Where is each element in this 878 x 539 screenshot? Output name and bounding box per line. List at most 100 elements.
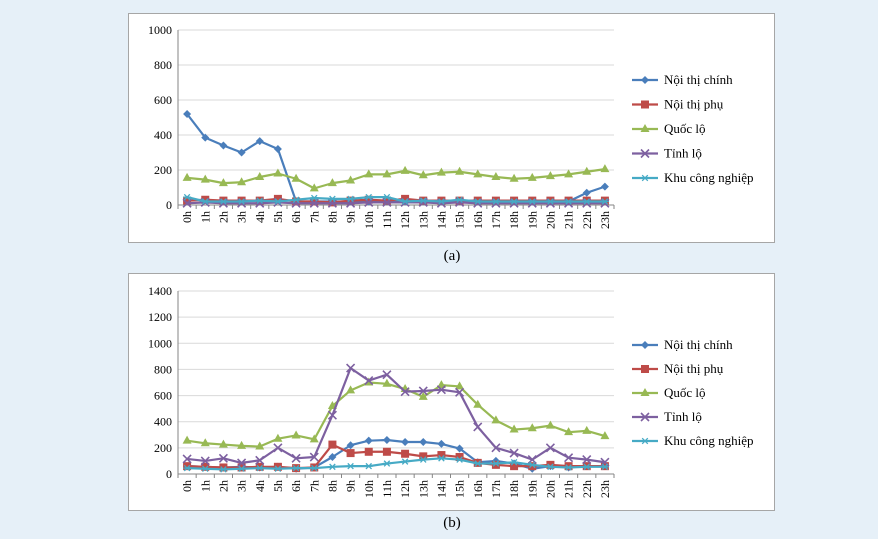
x-tick-label: 18h	[507, 211, 521, 229]
series-quoc-lo	[182, 377, 610, 450]
data-point-quoc-lo	[346, 385, 356, 394]
data-point-quoc-lo	[200, 174, 210, 183]
data-point-noi-thi-phu	[237, 463, 246, 472]
data-point-quoc-lo	[545, 171, 555, 180]
data-point-quoc-lo	[509, 173, 519, 182]
data-point-khu-cong-nghiep	[310, 464, 319, 472]
data-point-khu-cong-nghiep	[582, 198, 591, 205]
legend-marker	[641, 341, 649, 349]
y-tick-label: 0	[166, 198, 172, 212]
data-point-tinh-lo	[364, 375, 374, 386]
data-point-khu-cong-nghiep	[419, 197, 428, 204]
data-point-quoc-lo	[418, 391, 428, 400]
data-point-khu-cong-nghiep	[382, 460, 391, 467]
caption-b: (b)	[443, 515, 461, 531]
data-point-noi-thi-phu	[364, 447, 373, 456]
x-tick-label: 2h	[216, 480, 230, 492]
data-point-noi-thi-phu	[201, 462, 210, 471]
x-tick-label: 4h	[253, 480, 267, 492]
data-point-tinh-lo	[327, 410, 337, 420]
x-tick-label: 14h	[434, 480, 448, 498]
y-tick-label: 400	[154, 128, 172, 142]
data-point-khu-cong-nghiep	[401, 458, 410, 465]
x-tick-label: 20h	[543, 480, 557, 498]
series-tinh-lo	[182, 363, 610, 468]
data-point-khu-cong-nghiep	[528, 198, 537, 205]
data-point-quoc-lo	[382, 169, 392, 178]
data-point-khu-cong-nghiep	[546, 198, 555, 205]
x-tick-label: 12h	[398, 480, 412, 498]
legend-label: Nội thị phụ	[664, 97, 724, 112]
data-point-tinh-lo	[436, 385, 446, 395]
data-point-noi-thi-phu	[510, 462, 519, 471]
data-point-khu-cong-nghiep	[437, 455, 446, 462]
x-tick-label: 16h	[471, 211, 485, 229]
data-point-quoc-lo	[346, 175, 356, 184]
data-point-khu-cong-nghiep	[364, 462, 373, 470]
data-point-khu-cong-nghiep	[310, 194, 319, 202]
data-point-khu-cong-nghiep	[292, 464, 301, 472]
data-point-quoc-lo	[273, 168, 283, 177]
data-point-khu-cong-nghiep	[183, 193, 192, 201]
data-point-noi-thi-phu	[419, 452, 428, 461]
data-point-noi-thi-phu	[401, 449, 410, 458]
data-point-khu-cong-nghiep	[473, 460, 482, 467]
x-tick-label: 0h	[180, 480, 194, 492]
legend-item-khu-cong-nghiep: Khu công nghiệp	[632, 170, 754, 185]
data-point-khu-cong-nghiep	[401, 198, 410, 205]
x-tick-label: 5h	[271, 211, 285, 223]
x-tick-label: 5h	[271, 480, 285, 492]
y-tick-label: 0	[166, 467, 172, 481]
data-point-quoc-lo	[527, 172, 537, 181]
data-point-noi-thi-phu	[273, 462, 282, 471]
data-point-khu-cong-nghiep	[600, 463, 609, 471]
data-point-khu-cong-nghiep	[183, 464, 192, 472]
data-point-khu-cong-nghiep	[346, 462, 355, 470]
data-point-quoc-lo	[291, 173, 301, 182]
data-point-tinh-lo	[564, 453, 574, 463]
legend-marker	[641, 76, 649, 84]
legend-label: Quốc lộ	[664, 121, 706, 136]
data-point-khu-cong-nghiep	[528, 461, 537, 469]
data-point-tinh-lo	[346, 198, 356, 208]
data-point-tinh-lo	[200, 456, 210, 466]
x-tick-label: 3h	[235, 211, 249, 223]
data-point-khu-cong-nghiep	[346, 195, 355, 203]
x-tick-label: 11h	[380, 211, 394, 229]
x-tick-label: 3h	[235, 480, 249, 492]
y-tick-label: 1400	[148, 284, 172, 298]
data-point-quoc-lo	[291, 430, 301, 439]
data-point-quoc-lo	[182, 172, 192, 181]
x-tick-label: 23h	[598, 480, 612, 498]
x-tick-label: 1h	[198, 211, 212, 223]
data-point-quoc-lo	[455, 381, 465, 390]
legend-marker	[641, 437, 649, 445]
data-point-tinh-lo	[509, 448, 519, 458]
data-point-quoc-lo	[255, 172, 265, 180]
data-point-quoc-lo	[182, 435, 192, 444]
x-tick-label: 10h	[362, 211, 376, 229]
data-point-noi-thi-phu	[401, 194, 410, 203]
data-point-noi-thi-phu	[437, 451, 446, 460]
series-khu-cong-nghiep	[183, 455, 609, 473]
legend-item-noi-thi-phu: Nội thị phụ	[632, 97, 724, 112]
data-point-noi-thi-phu	[364, 195, 373, 204]
legend-marker	[641, 100, 649, 109]
data-point-khu-cong-nghiep	[600, 198, 609, 205]
data-point-noi-thi-phu	[346, 196, 355, 205]
data-point-khu-cong-nghiep	[510, 198, 519, 205]
data-point-noi-thi-phu	[219, 463, 228, 472]
x-tick-label: 12h	[398, 211, 412, 229]
x-tick-label: 2h	[216, 211, 230, 223]
data-point-quoc-lo	[436, 380, 446, 389]
data-point-quoc-lo	[218, 439, 228, 448]
data-point-tinh-lo	[491, 443, 501, 453]
data-point-noi-thi-chinh	[219, 141, 228, 150]
legend-item-noi-thi-chinh: Nội thị chính	[632, 72, 733, 87]
data-point-noi-thi-phu	[491, 460, 500, 469]
series-line-quoc-lo	[186, 381, 606, 448]
legend-label: Tỉnh lộ	[664, 409, 702, 424]
data-point-noi-thi-phu	[183, 196, 192, 205]
data-point-noi-thi-phu	[328, 440, 337, 449]
data-point-quoc-lo	[545, 420, 555, 429]
